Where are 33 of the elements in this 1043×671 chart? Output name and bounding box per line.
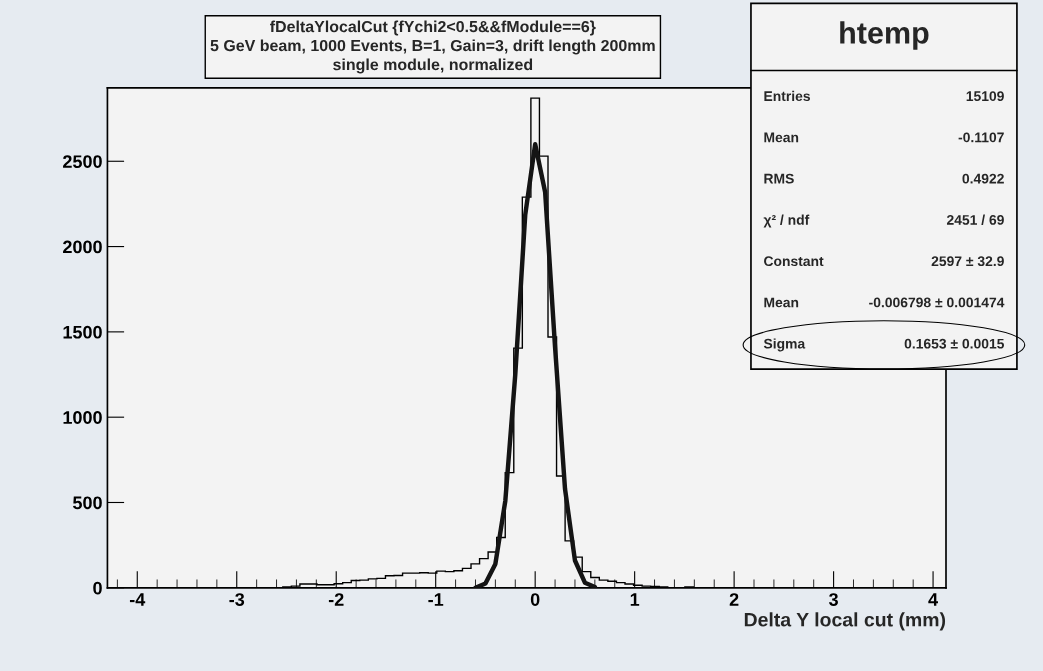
x-axis-title: Delta Y local cut (mm) [744, 612, 946, 631]
x-tick-label: -4 [129, 593, 146, 606]
text: -0.1107 [958, 132, 1004, 143]
annotation: RMS [764, 173, 794, 184]
annotation: 2597 ± 32.9 [931, 256, 1004, 267]
line-series [473, 141, 598, 588]
x-tick-label: -1 [428, 593, 444, 606]
annotation: -0.006798 ± 0.001474 [869, 297, 1005, 308]
chart-title: fDeltaYlocalCut {fYchi2<0.5&&fModule==6} 5 GeV beam, 1000 Events, B=1, Gain=3, drift length 200mm single module, normalized [210, 20, 655, 74]
y-tick-label: 2000 [63, 240, 102, 254]
text: 15109 [966, 91, 1004, 102]
text: 0.4922 [962, 173, 1004, 184]
annotation: Constant [764, 256, 824, 267]
y-tick-label: 2500 [63, 155, 102, 168]
x-tick-label: 0 [530, 593, 540, 606]
x-tick-label: 2 [729, 593, 739, 606]
text: htemp [840, 21, 929, 50]
x-tick-label: 3 [828, 593, 838, 606]
y-tick-label: 1000 [63, 411, 102, 424]
x-tick-label: -3 [229, 593, 245, 606]
x-tick-label: 1 [630, 593, 640, 606]
y-tick-label: 0 [93, 581, 102, 595]
annotation: Mean [764, 132, 799, 143]
text: 2451 / 69 [946, 214, 1004, 225]
x-tick-label: 4 [928, 593, 938, 606]
annotation: Sigma [763, 338, 806, 352]
annotation: Entries [764, 90, 810, 102]
annotation: Mean [764, 297, 799, 308]
annotation: 0.1653 ± 0.0015 [904, 338, 1005, 349]
annotation: χ² / ndf [763, 214, 810, 228]
y-tick-label: 1500 [63, 325, 102, 339]
x-tick-label: -2 [328, 593, 344, 606]
y-tick-label: 500 [73, 496, 102, 510]
